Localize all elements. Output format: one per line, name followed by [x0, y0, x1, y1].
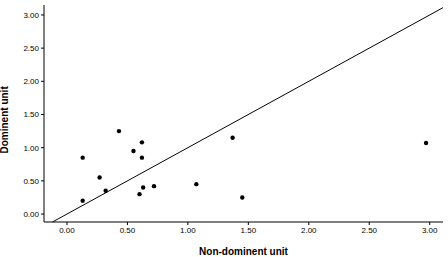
svg-text:2.00: 2.00	[301, 226, 317, 235]
svg-text:2.00: 2.00	[23, 77, 39, 86]
svg-text:0.50: 0.50	[120, 226, 136, 235]
svg-text:0.00: 0.00	[23, 210, 39, 219]
svg-text:2.50: 2.50	[23, 44, 39, 53]
svg-text:1.50: 1.50	[241, 226, 257, 235]
svg-text:Non-dominent unit: Non-dominent unit	[199, 246, 289, 257]
svg-text:Dominent unit: Dominent unit	[8, 86, 10, 154]
svg-text:0.00: 0.00	[59, 226, 75, 235]
svg-text:3.00: 3.00	[23, 11, 39, 20]
svg-text:2.50: 2.50	[361, 226, 377, 235]
svg-text:0.50: 0.50	[23, 177, 39, 186]
svg-text:3.00: 3.00	[422, 226, 438, 235]
svg-text:1.00: 1.00	[23, 144, 39, 153]
svg-text:1.00: 1.00	[180, 226, 196, 235]
svg-text:1.50: 1.50	[23, 110, 39, 119]
